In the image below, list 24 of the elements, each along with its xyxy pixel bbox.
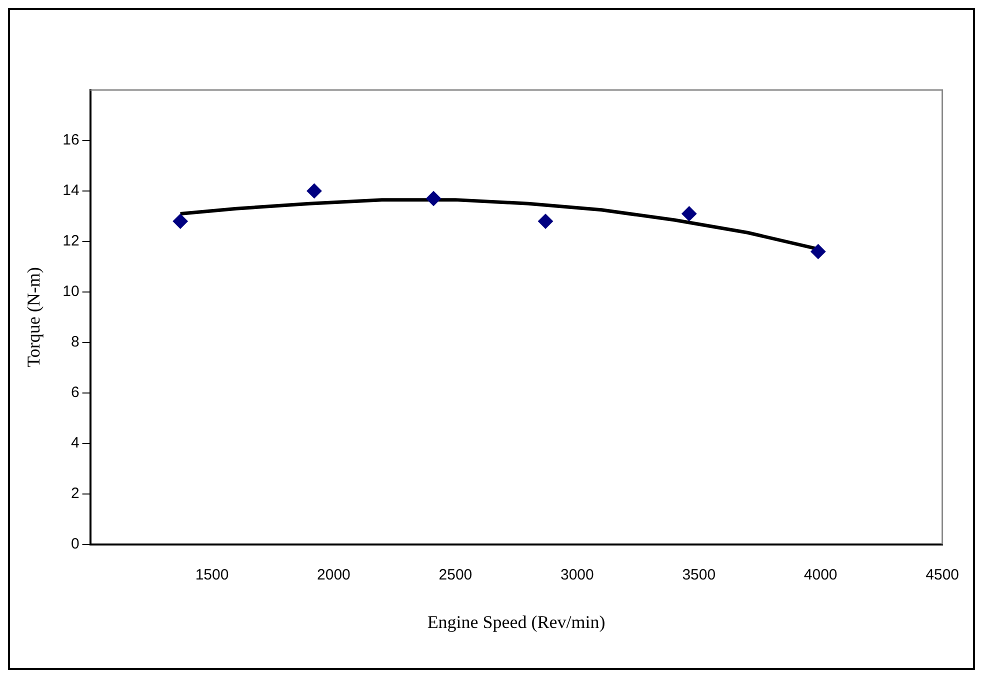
x-axis-title: Engine Speed (Rev/min)	[427, 612, 606, 632]
point	[172, 214, 188, 229]
x-tick-label: 3500	[682, 566, 716, 584]
y-tick-label: 2	[70, 485, 80, 502]
x-tick-label: 4000	[804, 566, 838, 584]
x-tick-label: 2500	[438, 566, 472, 584]
x-tick-label: 3000	[560, 566, 594, 584]
y-tick-label: 0	[70, 536, 80, 553]
point	[306, 183, 322, 198]
point	[538, 214, 554, 229]
y-tick-label: 14	[62, 182, 80, 200]
y-tick-label: 6	[70, 384, 80, 402]
point	[682, 206, 697, 222]
x-tick-label: 4500	[926, 566, 960, 584]
y-axis-title: Torque (N-m)	[24, 267, 44, 368]
point	[426, 191, 442, 206]
x-tick-label: 2000	[317, 566, 350, 584]
y-tick-label: 12	[62, 232, 80, 250]
x-tick-label: 1500	[195, 566, 229, 584]
y-tick-label: 16	[62, 132, 80, 149]
point	[810, 244, 826, 260]
y-tick-label: 8	[70, 334, 80, 351]
y-tick-label: 4	[70, 434, 80, 452]
y-tick-label: 10	[62, 283, 80, 300]
